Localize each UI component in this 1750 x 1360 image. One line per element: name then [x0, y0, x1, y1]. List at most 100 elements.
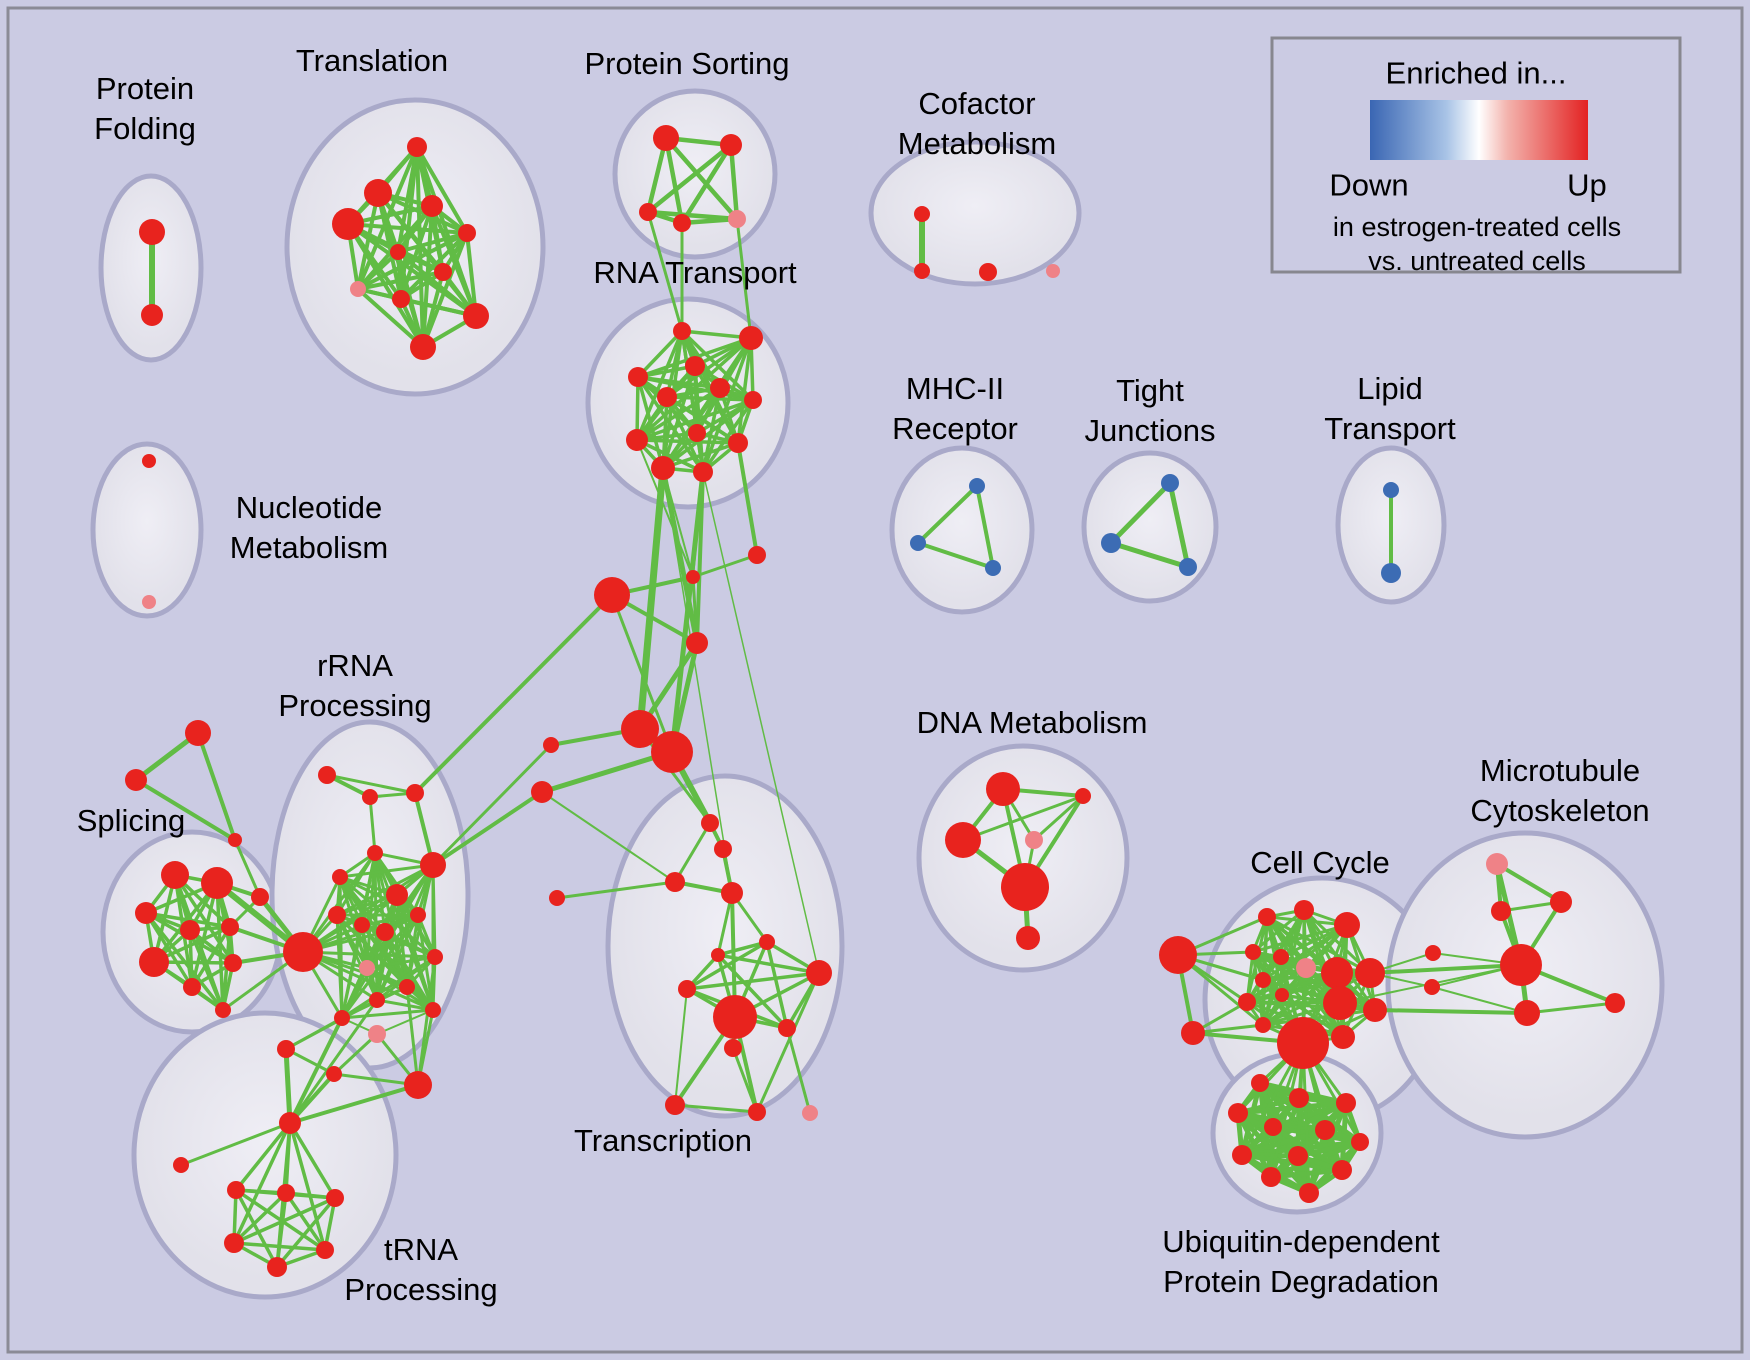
gene-set-node-37: [686, 570, 700, 584]
gene-set-node-116: [1159, 936, 1197, 974]
enrichment-edge: [1032, 794, 1085, 842]
gene-set-node-41: [531, 781, 553, 803]
gene-set-node-33: [728, 433, 748, 453]
gene-set-node-109: [802, 1105, 818, 1121]
enrichment-edge: [376, 1009, 434, 1035]
gene-set-node-102: [806, 960, 832, 986]
gene-set-node-58: [135, 902, 157, 924]
gene-set-node-110: [986, 772, 1020, 806]
legend-down-label: Down: [1329, 168, 1408, 203]
gene-set-node-21: [1046, 264, 1060, 278]
enrichment-edge: [284, 1191, 327, 1252]
gene-set-node-84: [326, 1066, 342, 1082]
gene-set-node-105: [778, 1019, 796, 1037]
gene-set-node-78: [399, 979, 415, 995]
enrichment-edge: [635, 329, 684, 442]
gene-set-node-0: [139, 219, 165, 245]
enrichment-edge: [234, 1121, 292, 1192]
enrichment-edge: [356, 270, 445, 291]
enrichment-edge: [288, 1121, 337, 1200]
gene-set-node-118: [1258, 908, 1276, 926]
gene-set-node-53: [125, 769, 147, 791]
gene-set-node-139: [1424, 979, 1440, 995]
enrichment-edge: [375, 913, 420, 1002]
enrichment-edge: [635, 386, 722, 442]
gene-set-node-112: [945, 822, 981, 858]
gene-set-node-66: [362, 789, 378, 805]
enrichment-edge: [234, 1188, 327, 1252]
gene-set-node-64: [215, 1002, 231, 1018]
enrichment-edge: [368, 795, 377, 855]
gene-set-node-115: [1016, 926, 1040, 950]
cluster-label-trna-processing: tRNA Processing: [344, 1232, 497, 1307]
gene-set-node-130: [1355, 958, 1385, 988]
gene-set-node-97: [665, 872, 685, 892]
enrichment-edge: [1431, 986, 1528, 1014]
enrichment-edge: [673, 1103, 759, 1114]
gene-set-node-5: [421, 195, 443, 217]
gene-set-node-42: [621, 710, 659, 748]
gene-set-node-95: [701, 814, 719, 832]
gene-set-node-75: [283, 932, 323, 972]
gene-set-node-126: [1275, 988, 1289, 1002]
enrichment-edge: [635, 438, 740, 445]
enrichment-edge: [360, 923, 435, 1012]
gene-set-node-128: [1255, 1017, 1271, 1033]
gene-set-node-62: [224, 954, 242, 972]
enrichment-edge: [1261, 955, 1283, 1027]
gene-set-node-91: [326, 1189, 344, 1207]
enrichment-edge: [646, 210, 684, 333]
gene-set-node-111: [1075, 788, 1091, 804]
cluster-label-mhc-ii-receptor: MHC-II Receptor: [892, 371, 1018, 446]
gene-set-node-152: [1261, 1167, 1281, 1187]
enrichment-edge: [332, 1032, 379, 1076]
enrichment-edge: [340, 1008, 435, 1020]
gene-set-node-83: [277, 1040, 295, 1058]
gene-set-node-14: [720, 134, 742, 156]
enrichment-edge: [541, 791, 676, 883]
gene-set-node-1: [141, 304, 163, 326]
enrichment-edge: [673, 821, 712, 884]
gene-set-node-48: [1101, 533, 1121, 553]
enrichment-edge: [196, 731, 237, 842]
gene-set-node-82: [334, 1010, 350, 1026]
gene-set-node-79: [427, 949, 443, 965]
gene-set-node-45: [910, 535, 926, 551]
gene-set-node-11: [463, 303, 489, 329]
gene-set-node-123: [1296, 958, 1316, 978]
gene-set-node-40: [543, 737, 559, 753]
enrichment-edge: [375, 998, 435, 1012]
enrichment-edge: [346, 222, 469, 235]
enrichment-edge: [679, 216, 740, 226]
gene-set-node-89: [227, 1181, 245, 1199]
enrichment-edge: [636, 375, 705, 474]
gene-set-node-12: [410, 334, 436, 360]
enrichment-edge: [340, 923, 364, 1020]
gene-set-node-17: [728, 210, 746, 228]
enrichment-edge: [431, 743, 553, 867]
enrichment-edge: [1108, 480, 1173, 546]
gene-set-node-38: [594, 577, 630, 613]
gene-set-node-8: [434, 263, 452, 281]
cluster-label-rrna-processing: rRNA Processing: [278, 648, 431, 723]
enrichment-edge: [1261, 971, 1372, 1027]
cluster-ellipse-nucleotide-metabolism: [90, 441, 204, 619]
gene-set-node-20: [979, 263, 997, 281]
gene-set-node-125: [1255, 972, 1271, 988]
gene-set-node-76: [328, 906, 346, 924]
cluster-label-protein-sorting: Protein Sorting: [584, 46, 789, 81]
cluster-ellipse-transcription: [605, 773, 845, 1119]
enrichment-edge: [785, 1026, 812, 1115]
gene-set-node-72: [410, 907, 426, 923]
enrichment-edge: [356, 287, 425, 349]
enrichment-edge: [233, 838, 262, 899]
gene-set-node-43: [651, 731, 693, 773]
gene-set-node-153: [1299, 1183, 1319, 1203]
gene-set-node-120: [1334, 912, 1360, 938]
gene-set-node-148: [1351, 1133, 1369, 1151]
enrichment-edge: [1251, 908, 1306, 954]
gene-set-node-36: [748, 546, 766, 564]
enrichment-edge: [1251, 950, 1345, 1039]
enrichment-edge: [1525, 1001, 1617, 1015]
enrichment-edge: [396, 250, 478, 318]
